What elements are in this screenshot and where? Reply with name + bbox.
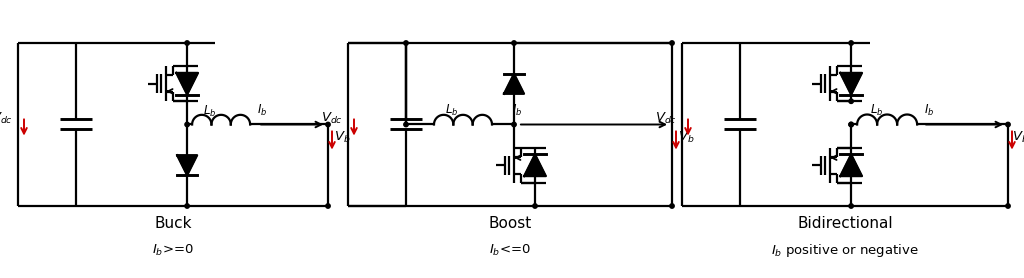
Circle shape (849, 204, 853, 208)
Text: $I_b$<=0: $I_b$<=0 (489, 243, 530, 258)
Polygon shape (504, 74, 524, 94)
Circle shape (326, 122, 330, 127)
Circle shape (326, 204, 330, 208)
Text: $V_{dc}$: $V_{dc}$ (322, 111, 343, 126)
Circle shape (670, 204, 674, 208)
Circle shape (185, 122, 189, 127)
Text: $V_b$: $V_b$ (1012, 130, 1024, 145)
Text: $L_b$: $L_b$ (870, 103, 884, 118)
Circle shape (670, 41, 674, 45)
Text: $I_b$ positive or negative: $I_b$ positive or negative (771, 242, 919, 259)
Circle shape (1006, 122, 1011, 127)
Text: $L_b$: $L_b$ (445, 103, 459, 118)
Circle shape (403, 122, 409, 127)
Polygon shape (177, 155, 198, 175)
Text: $L_b$: $L_b$ (204, 103, 217, 119)
Text: Boost: Boost (488, 216, 531, 231)
Text: $V_b$: $V_b$ (678, 130, 694, 145)
Circle shape (849, 99, 853, 103)
Polygon shape (841, 154, 862, 176)
Circle shape (185, 204, 189, 208)
Text: $V_b$: $V_b$ (334, 130, 350, 145)
Circle shape (532, 204, 538, 208)
Text: $V_{dc}$: $V_{dc}$ (0, 111, 13, 126)
Polygon shape (841, 73, 862, 95)
Circle shape (512, 122, 516, 127)
Text: Buck: Buck (155, 216, 191, 231)
Circle shape (849, 122, 853, 127)
Polygon shape (524, 154, 546, 176)
Text: $I_b$: $I_b$ (924, 103, 934, 118)
Text: $I_b$: $I_b$ (257, 103, 267, 118)
Circle shape (403, 41, 409, 45)
Circle shape (849, 122, 853, 127)
Polygon shape (176, 73, 198, 95)
Circle shape (512, 41, 516, 45)
Circle shape (1006, 204, 1011, 208)
Text: Bidirectional: Bidirectional (798, 216, 893, 231)
Text: $I_b$>=0: $I_b$>=0 (153, 243, 194, 258)
Text: $I_b$: $I_b$ (512, 103, 522, 118)
Circle shape (849, 41, 853, 45)
Text: $V_{dc}$: $V_{dc}$ (655, 111, 677, 126)
Circle shape (185, 41, 189, 45)
